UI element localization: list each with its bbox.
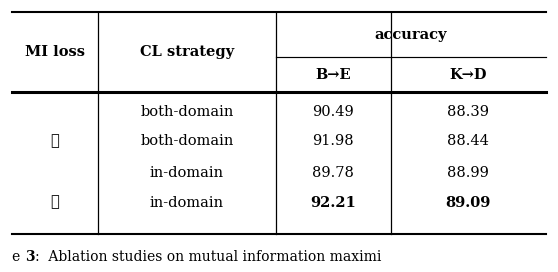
Text: 88.44: 88.44 bbox=[447, 134, 489, 149]
Text: in-domain: in-domain bbox=[150, 166, 224, 180]
Text: 91.98: 91.98 bbox=[312, 134, 354, 149]
Text: 92.21: 92.21 bbox=[310, 196, 357, 210]
Text: 90.49: 90.49 bbox=[312, 104, 354, 119]
Text: ✓: ✓ bbox=[51, 134, 59, 149]
Text: CL strategy: CL strategy bbox=[140, 45, 234, 59]
Text: e: e bbox=[12, 250, 25, 264]
Text: K→D: K→D bbox=[449, 68, 487, 82]
Text: accuracy: accuracy bbox=[375, 28, 447, 42]
Text: in-domain: in-domain bbox=[150, 196, 224, 210]
Text: 89.09: 89.09 bbox=[445, 196, 491, 210]
Text: 3: 3 bbox=[25, 250, 35, 264]
Text: both-domain: both-domain bbox=[140, 134, 234, 149]
Text: 89.78: 89.78 bbox=[312, 166, 354, 180]
Text: MI loss: MI loss bbox=[25, 45, 85, 59]
Text: 88.39: 88.39 bbox=[447, 104, 489, 119]
Text: 88.99: 88.99 bbox=[447, 166, 489, 180]
Text: ✓: ✓ bbox=[51, 196, 59, 210]
Text: both-domain: both-domain bbox=[140, 104, 234, 119]
Text: :  Ablation studies on mutual information maximi: : Ablation studies on mutual information… bbox=[35, 250, 381, 264]
Text: B→E: B→E bbox=[316, 68, 351, 82]
